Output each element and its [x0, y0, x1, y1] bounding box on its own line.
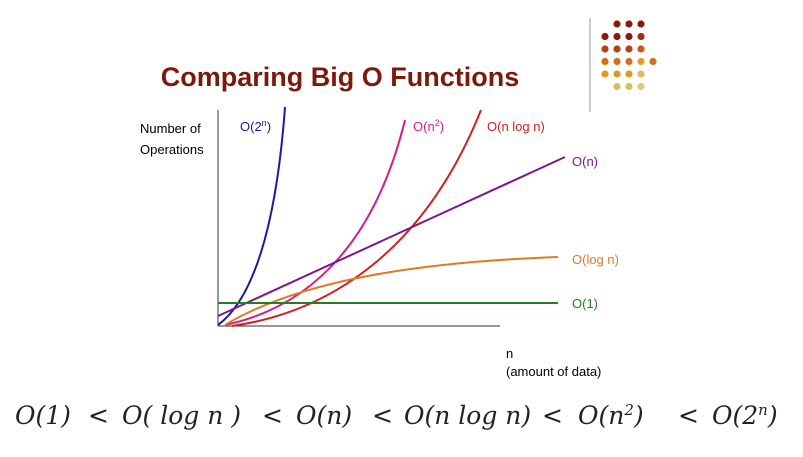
formula-token: O(n) — [296, 401, 352, 430]
curve-label-part: O(2 — [240, 119, 262, 134]
curve-label-part: ) — [440, 119, 444, 134]
dot — [625, 82, 633, 91]
formula-token-part: < — [372, 401, 393, 430]
formula-token-part: < — [262, 401, 283, 430]
curve-exponential — [217, 106, 286, 326]
x-axis-label: (amount of data) — [506, 364, 601, 379]
formula-token-part: O(n log n) — [404, 401, 531, 430]
curve-labels: O(2n) O(n2) O(n log n)O(n)O(log n)O(1) — [240, 118, 619, 311]
curve-label-part: O(log n) — [572, 252, 619, 267]
dot-grid — [601, 20, 657, 91]
dot — [601, 45, 609, 53]
formula-token: O(n2) — [578, 401, 644, 430]
formula: O(1) < O( log n ) < O(n) < O(n log n) < O(n2) < O(… — [15, 401, 778, 430]
dot — [637, 45, 645, 53]
formula-token: < — [678, 401, 699, 430]
dot — [613, 20, 621, 28]
formula-token-part: O( log n ) — [122, 401, 241, 430]
dot — [613, 82, 621, 91]
formula-token-part: 2 — [623, 401, 634, 419]
x-axis-label: n — [506, 346, 513, 361]
formula-token: < — [542, 401, 563, 430]
formula-token-part: ) — [633, 401, 644, 430]
curve-label: O(2n) — [240, 118, 271, 134]
dot — [637, 82, 645, 91]
dot — [625, 32, 633, 41]
curve-linear — [217, 156, 566, 317]
formula-token-part: O(n — [578, 401, 624, 430]
curve-label: O(n) — [572, 154, 598, 169]
dot — [625, 45, 633, 53]
y-axis-label: Number of — [140, 121, 201, 136]
formula-token-part: O(n) — [296, 401, 352, 430]
formula-token-part: < — [88, 401, 109, 430]
curve-label: O(n2) — [413, 118, 444, 134]
formula-token: < — [262, 401, 283, 430]
dot — [625, 57, 633, 66]
curve-label-part: O(n log n) — [487, 119, 545, 134]
formula-token: O(n log n) — [404, 401, 531, 430]
dot — [637, 70, 645, 78]
dot — [601, 57, 609, 66]
curve-label-part: O(n — [413, 119, 435, 134]
dot — [601, 70, 609, 78]
dot — [625, 20, 633, 28]
dot — [613, 45, 621, 53]
dot — [613, 57, 621, 66]
curve-label-part: O(1) — [572, 296, 598, 311]
formula-token: O( log n ) — [122, 401, 241, 430]
curve-label-part: 2 — [435, 118, 440, 128]
formula-token: O(2n) — [712, 401, 778, 430]
formula-token: < — [88, 401, 109, 430]
dot — [625, 70, 633, 78]
formula-token: O(1) — [15, 401, 71, 430]
dot — [649, 57, 657, 66]
curve-label-part: ) — [267, 119, 271, 134]
curve-label: O(1) — [572, 296, 598, 311]
formula-token-part: < — [678, 401, 699, 430]
title: Comparing Big O Functions — [161, 62, 520, 92]
curve-label: O(n log n) — [487, 119, 545, 134]
y-axis-label: Operations — [140, 142, 204, 157]
curve-quadratic — [224, 119, 406, 326]
curve-label: O(log n) — [572, 252, 619, 267]
dot — [613, 32, 621, 41]
formula-token: < — [372, 401, 393, 430]
formula-token-part: O(1) — [15, 401, 71, 430]
formula-token-part: ) — [767, 401, 778, 430]
curve-nlogn — [231, 109, 482, 327]
dot — [637, 20, 645, 28]
dot — [637, 57, 645, 66]
dot — [613, 70, 621, 78]
curve-log — [224, 256, 559, 326]
curve-label-part: n — [262, 118, 267, 128]
curve-label-part: O(n) — [572, 154, 598, 169]
formula-token-part: O(2 — [712, 401, 758, 430]
formula-token-part: < — [542, 401, 563, 430]
dot — [637, 32, 645, 41]
dot — [601, 32, 609, 41]
formula-token-part: n — [758, 401, 768, 419]
